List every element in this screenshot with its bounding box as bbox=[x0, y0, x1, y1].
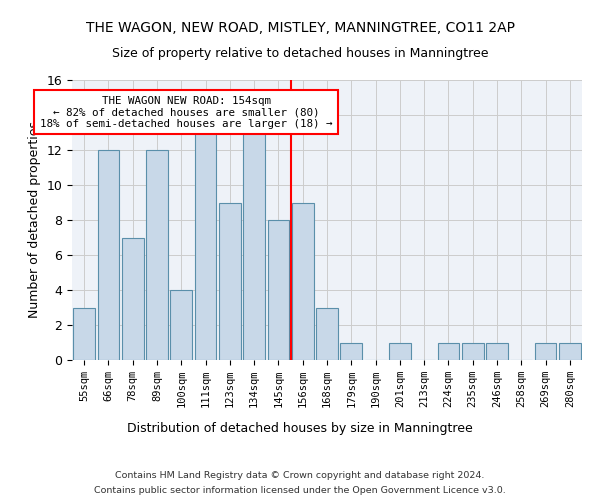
Bar bbox=[437, 342, 460, 360]
Bar bbox=[122, 238, 143, 360]
Bar bbox=[146, 150, 168, 360]
Text: THE WAGON, NEW ROAD, MISTLEY, MANNINGTREE, CO11 2AP: THE WAGON, NEW ROAD, MISTLEY, MANNINGTRE… bbox=[86, 21, 515, 35]
Bar bbox=[340, 342, 362, 360]
Bar bbox=[243, 132, 265, 360]
Text: Distribution of detached houses by size in Manningtree: Distribution of detached houses by size … bbox=[127, 422, 473, 435]
Bar bbox=[292, 202, 314, 360]
Text: Size of property relative to detached houses in Manningtree: Size of property relative to detached ho… bbox=[112, 47, 488, 60]
Y-axis label: Number of detached properties: Number of detached properties bbox=[28, 122, 41, 318]
Bar bbox=[97, 150, 119, 360]
Bar bbox=[462, 342, 484, 360]
Text: Contains HM Land Registry data © Crown copyright and database right 2024.: Contains HM Land Registry data © Crown c… bbox=[115, 471, 485, 480]
Bar bbox=[268, 220, 289, 360]
Bar bbox=[170, 290, 192, 360]
Bar bbox=[389, 342, 411, 360]
Bar bbox=[194, 132, 217, 360]
Bar bbox=[486, 342, 508, 360]
Bar bbox=[316, 308, 338, 360]
Text: THE WAGON NEW ROAD: 154sqm
← 82% of detached houses are smaller (80)
18% of semi: THE WAGON NEW ROAD: 154sqm ← 82% of deta… bbox=[40, 96, 332, 129]
Text: Contains public sector information licensed under the Open Government Licence v3: Contains public sector information licen… bbox=[94, 486, 506, 495]
Bar bbox=[535, 342, 556, 360]
Bar bbox=[219, 202, 241, 360]
Bar bbox=[559, 342, 581, 360]
Bar bbox=[73, 308, 95, 360]
